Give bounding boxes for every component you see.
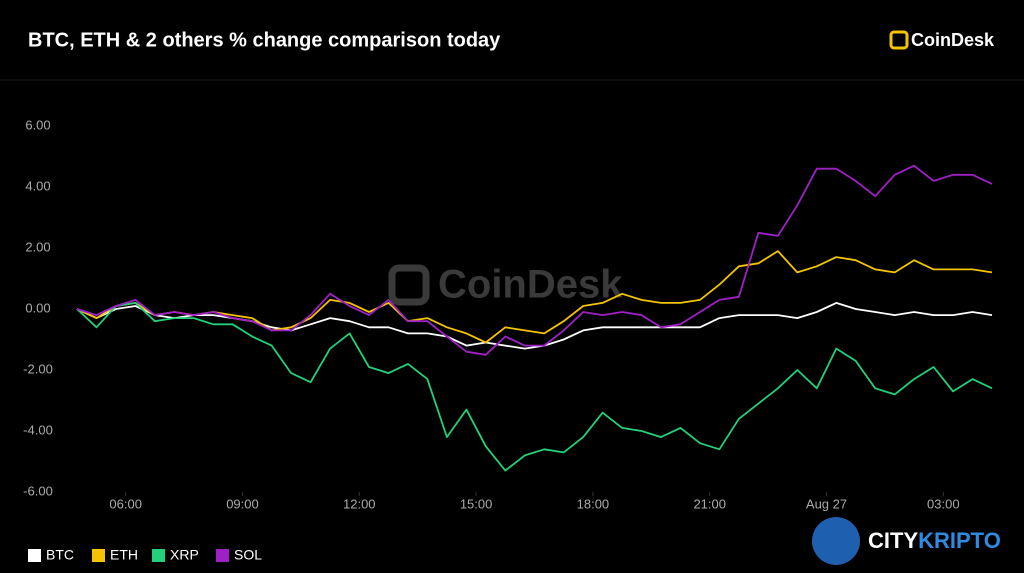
series-line [76, 164, 993, 356]
x-tick-label: 15:00 [460, 496, 493, 511]
y-tick-label: -4.00 [23, 422, 53, 437]
y-tick-label: -2.00 [23, 361, 53, 376]
x-tick-label: 18:00 [577, 496, 610, 511]
legend-label: XRP [170, 547, 199, 563]
watermark: CoinDesk [438, 263, 623, 307]
legend-swatch [28, 549, 41, 562]
overlay-logo [812, 517, 860, 565]
legend-swatch [152, 549, 165, 562]
x-tick-label: 03:00 [927, 496, 960, 511]
overlay-brand-part: CITY [868, 528, 918, 553]
overlay-brand-part: KRIPTO [918, 528, 1001, 553]
plot: 6.00 4.00 2.00 0.00 -2.00 -4.00 -6.00 06:00 09:0… [23, 117, 993, 563]
y-tick-label: 2.00 [25, 239, 50, 254]
series-line [76, 250, 993, 344]
overlay-brand: CITYKRIPTO [868, 528, 1001, 553]
y-tick-label: 6.00 [25, 117, 50, 132]
chart-title: BTC, ETH & 2 others % change comparison … [28, 29, 501, 51]
legend-label: BTC [46, 547, 74, 563]
y-tick-label: 0.00 [25, 300, 50, 315]
legend-swatch [216, 549, 229, 562]
x-tick-label: 12:00 [343, 496, 376, 511]
watermark-icon [388, 264, 430, 306]
x-tick-label: 06:00 [109, 496, 142, 511]
legend-label: ETH [110, 547, 138, 563]
y-tick-label: 4.00 [25, 178, 50, 193]
brand: CoinDesk [911, 30, 995, 50]
x-tick-label: 21:00 [693, 496, 726, 511]
x-tick-label: 09:00 [226, 496, 259, 511]
y-tick-label: -6.00 [23, 483, 53, 498]
legend-label: SOL [234, 547, 262, 563]
legend-swatch [92, 549, 105, 562]
brand-icon [889, 30, 909, 50]
series-line [76, 302, 993, 472]
x-tick-label: Aug 27 [806, 496, 847, 511]
